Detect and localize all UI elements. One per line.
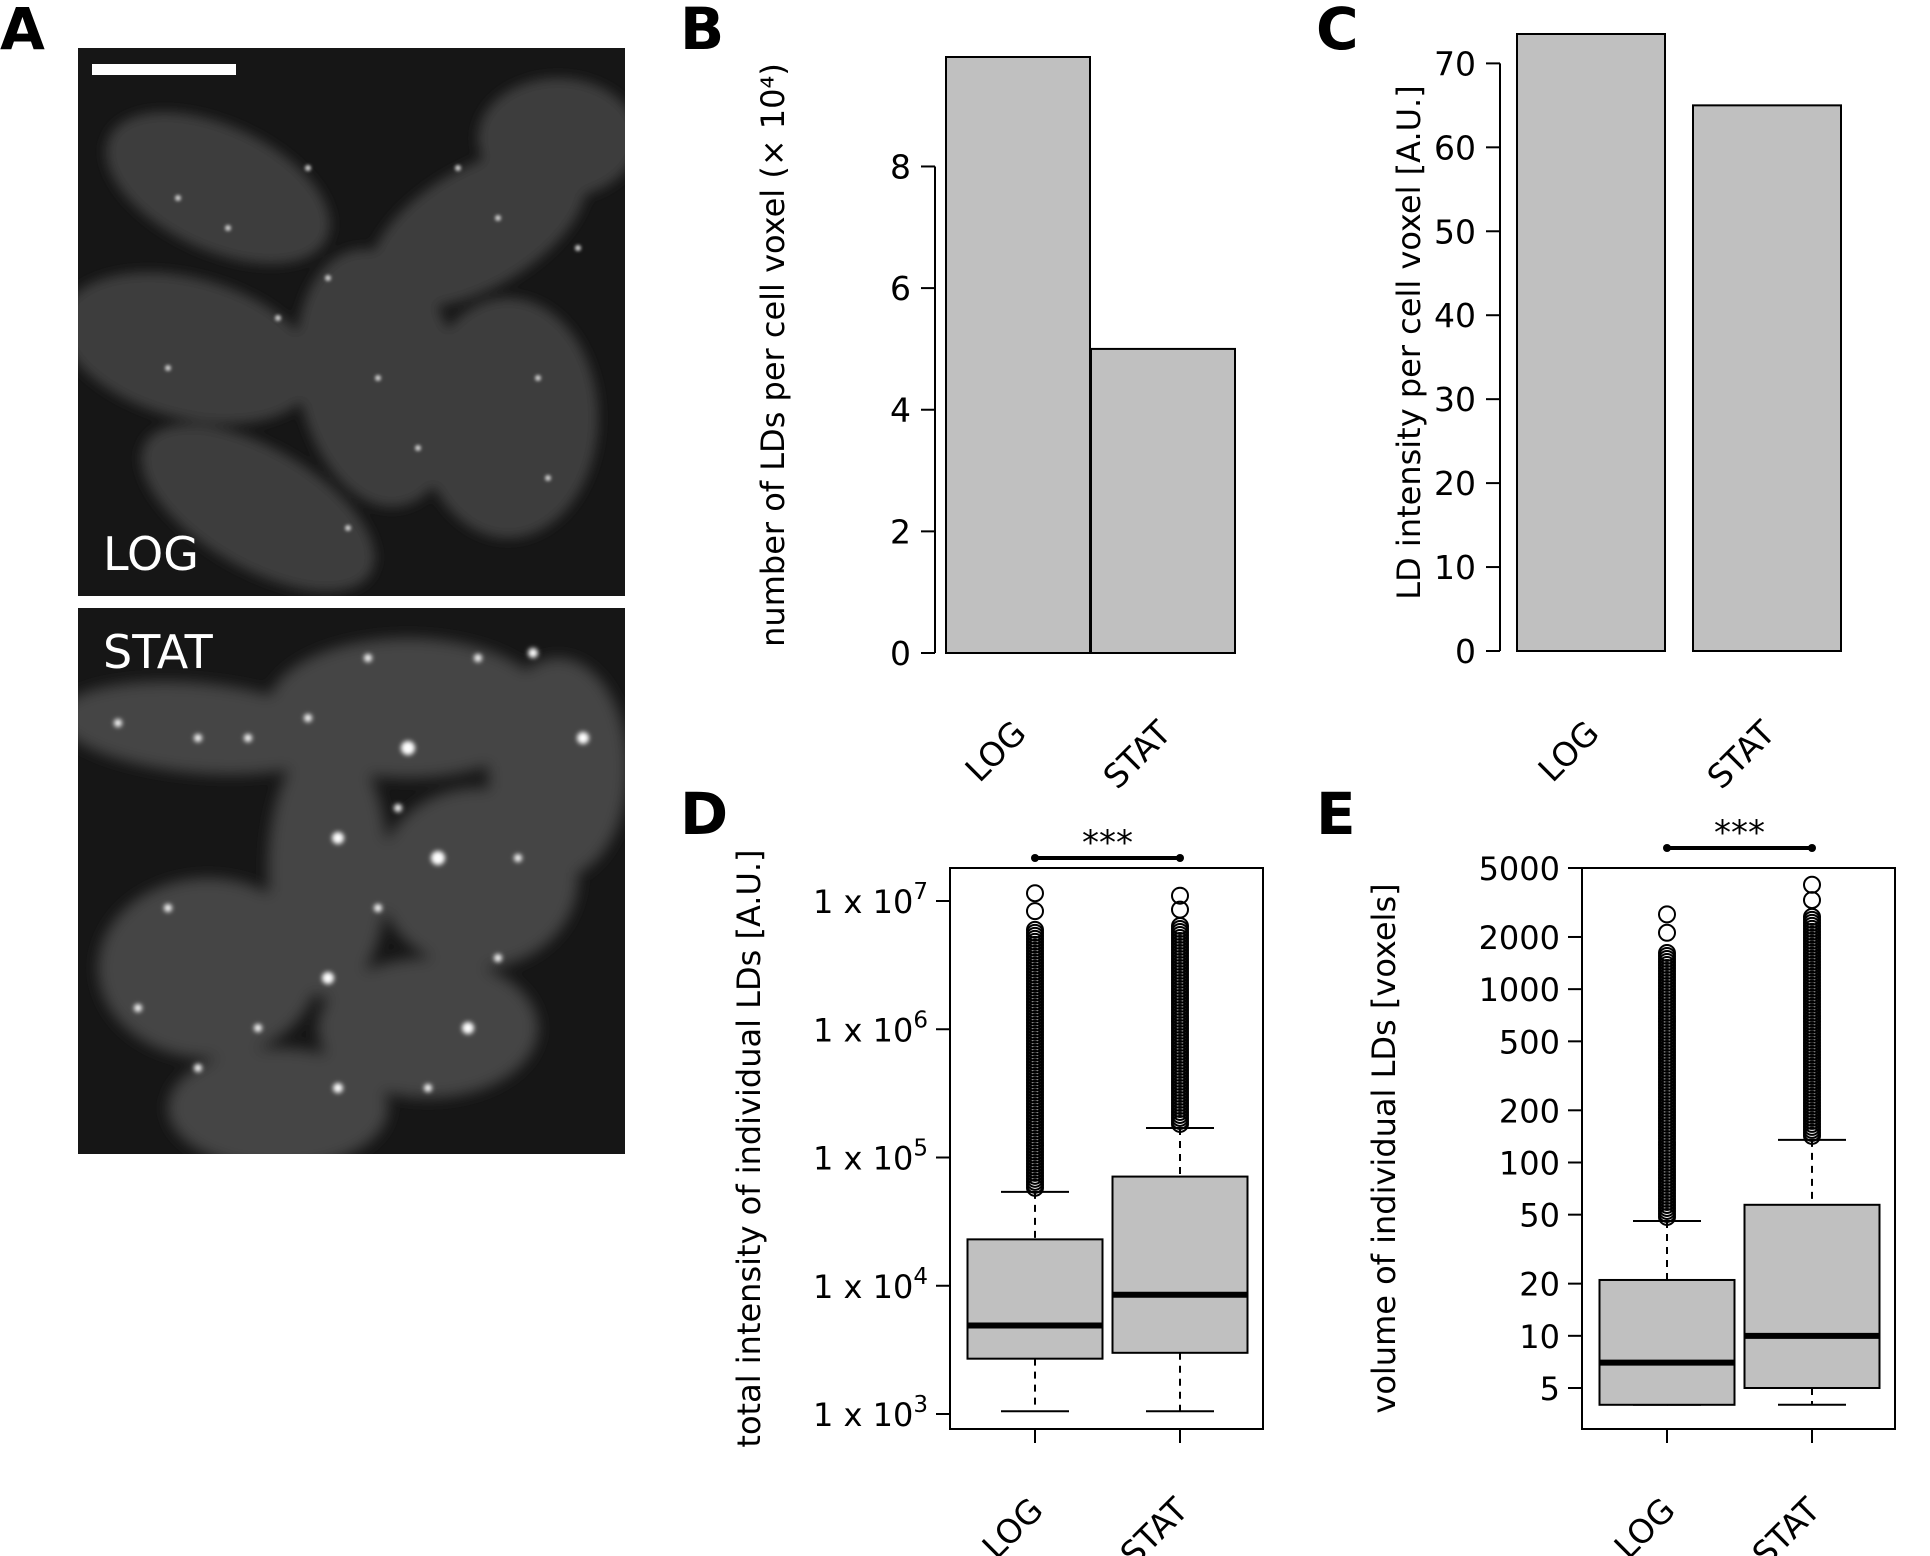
outlier-point <box>1803 891 1821 910</box>
y-tick-label-E-5000: 5000 <box>1479 850 1560 888</box>
y-tick-label-E-100: 100 <box>1499 1144 1560 1182</box>
y-tick-label-E-5: 5 <box>1540 1370 1560 1408</box>
y-tick-label-E-1000: 1000 <box>1479 971 1560 1009</box>
y-tick-label-B-4: 4 <box>890 391 911 430</box>
significance-end-right-D <box>1176 854 1184 862</box>
bar-B-stat <box>1090 347 1236 654</box>
x-tick-label-B-stat: STAT <box>1095 712 1179 796</box>
y-tick-label-D-10000: 1 x 104 <box>813 1264 928 1306</box>
significance-end-left-E <box>1663 844 1671 852</box>
outlier-point <box>1658 923 1676 942</box>
panel-letter-b: B <box>680 0 725 63</box>
bar-B-log <box>945 56 1091 654</box>
x-tick-label-C-log: LOG <box>1530 713 1606 789</box>
micrograph-log: LOG <box>78 48 625 596</box>
outliers-E-stat <box>1803 875 1821 1145</box>
box-E-log <box>1598 1278 1736 1406</box>
outlier-point <box>1658 943 1676 962</box>
y-tick-label-D-10000000: 1 x 107 <box>813 879 928 921</box>
bar-C-log <box>1516 33 1666 652</box>
scale-bar <box>92 64 236 75</box>
y-tick-label-E-500: 500 <box>1499 1023 1560 1061</box>
plot-frame-D <box>949 867 1264 1430</box>
y-tick-label-E-2000: 2000 <box>1479 919 1560 957</box>
significance-label-D: *** <box>1082 823 1133 863</box>
y-tick-label-B-6: 6 <box>890 269 911 308</box>
x-tick-label-B-log: LOG <box>957 713 1033 789</box>
box-D-log <box>966 1238 1104 1360</box>
outliers-E-log <box>1658 905 1676 1226</box>
y-axis-label-D: total intensity of individual LDs [A.U.] <box>730 849 768 1447</box>
outlier-point <box>1171 886 1189 905</box>
x-tick-label-E-log: LOG <box>1606 1490 1682 1556</box>
bar-C-stat <box>1692 104 1842 652</box>
x-tick-label-E-stat: STAT <box>1744 1489 1828 1556</box>
box-D-stat <box>1111 1175 1249 1354</box>
x-tick-label-D-stat: STAT <box>1112 1489 1196 1556</box>
y-tick-label-C-50: 50 <box>1434 212 1476 251</box>
y-tick-label-E-20: 20 <box>1519 1266 1560 1304</box>
y-tick-label-C-20: 20 <box>1434 464 1476 503</box>
outlier-point <box>1026 920 1044 939</box>
y-tick-label-E-10: 10 <box>1519 1318 1560 1356</box>
outlier-point <box>1658 905 1676 924</box>
outliers-D-log <box>1026 884 1044 1197</box>
panel-letter-e: E <box>1316 780 1356 848</box>
y-tick-label-B-0: 0 <box>890 634 911 673</box>
y-tick-label-E-50: 50 <box>1519 1197 1560 1235</box>
micrograph-log-cells <box>78 78 625 592</box>
y-tick-label-C-40: 40 <box>1434 296 1476 335</box>
panel-letter-d: D <box>680 780 729 848</box>
outlier-point <box>1026 884 1044 903</box>
y-tick-label-C-0: 0 <box>1455 632 1476 671</box>
y-tick-label-C-30: 30 <box>1434 380 1476 419</box>
x-tick-label-C-stat: STAT <box>1699 712 1783 796</box>
micrograph-stat-label: STAT <box>103 625 213 679</box>
y-axis-label-E: volume of individual LDs [voxels] <box>1365 883 1403 1413</box>
y-tick-label-D-1000: 1 x 103 <box>813 1392 928 1434</box>
y-tick-label-C-70: 70 <box>1434 44 1476 83</box>
outliers-D-stat <box>1171 886 1189 1133</box>
plot-frame-E <box>1581 867 1896 1430</box>
panel-letter-c: C <box>1316 0 1359 63</box>
box-E-stat <box>1743 1203 1881 1389</box>
y-tick-label-C-60: 60 <box>1434 128 1476 167</box>
outlier-point <box>1803 875 1821 894</box>
y-axis-label-B: number of LDs per cell voxel (× 10⁴) <box>754 63 792 647</box>
x-tick-label-D-log: LOG <box>974 1490 1050 1556</box>
y-tick-label-C-10: 10 <box>1434 548 1476 587</box>
y-axis-label-C: LD intensity per cell voxel [A.U.] <box>1390 85 1428 599</box>
y-tick-label-D-1000000: 1 x 106 <box>813 1007 928 1049</box>
significance-end-right-E <box>1808 844 1816 852</box>
significance-label-E: *** <box>1714 813 1765 853</box>
y-tick-label-D-100000: 1 x 105 <box>813 1136 928 1178</box>
y-tick-label-B-2: 2 <box>890 512 911 551</box>
micrograph-stat: STAT <box>78 608 625 1154</box>
micrograph-stat-cells <box>78 638 625 1154</box>
significance-end-left-D <box>1031 854 1039 862</box>
y-tick-label-E-200: 200 <box>1499 1092 1560 1130</box>
y-tick-label-B-8: 8 <box>890 147 911 186</box>
panel-letter-a: A <box>0 0 45 63</box>
outlier-point <box>1026 902 1044 921</box>
outlier-point <box>1171 900 1189 919</box>
micrograph-log-label: LOG <box>103 527 199 581</box>
